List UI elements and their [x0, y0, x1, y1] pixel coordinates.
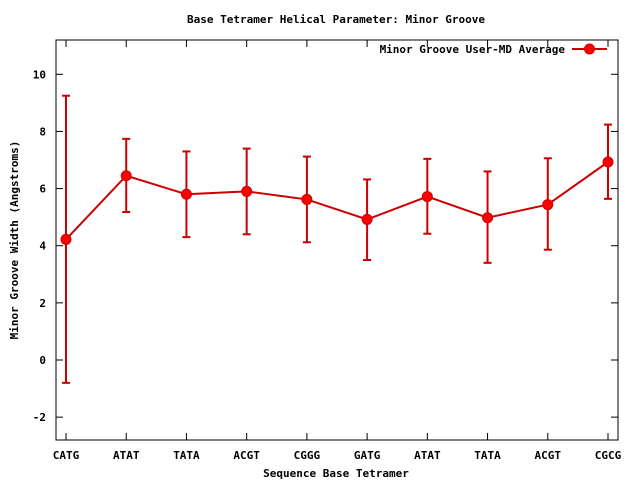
y-tick-label: 4	[39, 240, 46, 253]
y-tick-label: 10	[33, 68, 46, 81]
x-tick-label: ATAT	[414, 449, 441, 462]
data-point	[241, 185, 253, 197]
data-point	[301, 193, 313, 205]
data-point	[361, 213, 373, 225]
legend-marker	[584, 43, 595, 55]
plot-frame	[55, 39, 619, 441]
y-tick-label: 0	[39, 354, 46, 367]
y-axis-label: Minor Groove Width (Angstroms)	[8, 141, 21, 340]
series-line	[65, 161, 609, 241]
data-point	[120, 170, 132, 182]
data-point	[482, 212, 494, 224]
data-point	[602, 156, 614, 168]
x-axis-label: Sequence Base Tetramer	[263, 467, 409, 480]
data-point	[60, 233, 72, 245]
legend-label: Minor Groove User-MD Average	[380, 43, 566, 56]
y-tick-label: -2	[33, 411, 46, 424]
x-tick-label: TATA	[474, 449, 501, 462]
x-tick-label: ATAT	[113, 449, 140, 462]
x-tick-label: GATG	[354, 449, 381, 462]
data-point	[542, 199, 554, 211]
y-tick-label: 8	[39, 125, 46, 138]
x-tick-label: ACGT	[535, 449, 562, 462]
x-tick-label: TATA	[173, 449, 200, 462]
plot-area: -2 0 2 4 6 8 10 CATG ATAT TATA ACGT CGGG GATG ATAT TAT…	[33, 39, 622, 462]
chart-title: Base Tetramer Helical Parameter: Minor G…	[187, 13, 485, 26]
data-point	[180, 188, 192, 200]
x-tick-label: CGCG	[595, 449, 622, 462]
y-tick-label: 6	[39, 183, 46, 196]
x-tick-label: CGGG	[294, 449, 321, 462]
x-tick-label: CATG	[53, 449, 80, 462]
y-tick-label: 2	[39, 297, 46, 310]
x-tick-label: ACGT	[233, 449, 260, 462]
data-point	[421, 191, 433, 203]
